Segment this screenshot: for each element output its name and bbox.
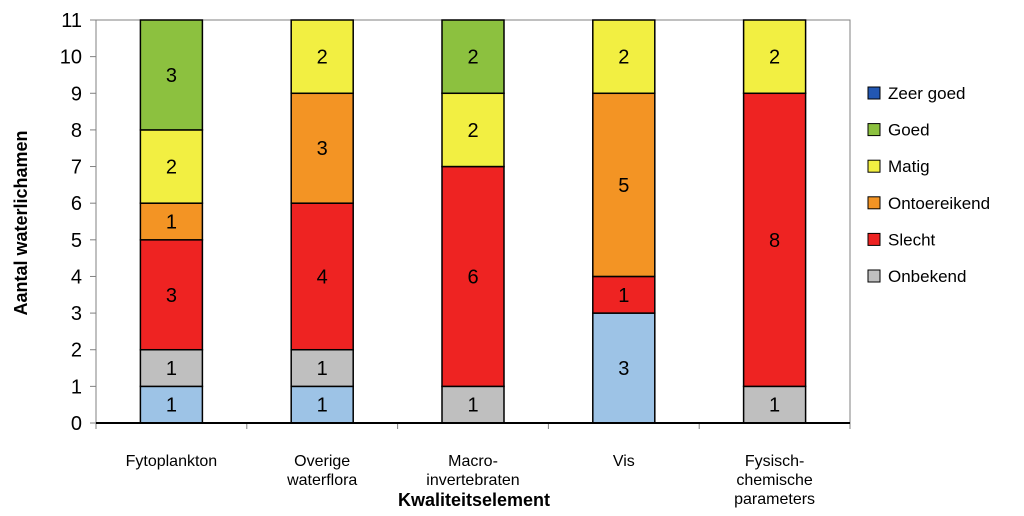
data-label: 2 [618,47,629,69]
data-label: 1 [467,395,478,417]
x-category-label: Fysisch-chemische parameters [734,453,815,508]
bar-segment [592,312,656,424]
data-label: 2 [467,120,478,142]
y-tick-label: 11 [61,10,82,32]
data-label: 4 [317,266,328,288]
data-label: 1 [769,395,780,417]
y-tick-label: 0 [71,413,82,435]
y-axis: 0 1 2 3 4 5 6 7 8 9 10 11 [60,10,96,435]
y-tick-label: 10 [60,47,82,69]
y-tick-label: 9 [71,83,82,105]
legend-swatch [867,86,881,100]
data-label: 5 [618,175,629,197]
legend-label: Matig [888,157,930,176]
legend-label: Zeer goed [888,84,966,103]
data-label: 1 [166,358,177,380]
x-category-label: Vis [613,453,635,470]
bar-segment [742,385,807,424]
data-label: 1 [618,285,629,307]
legend-swatch [867,269,881,283]
bar-segment [290,348,354,388]
data-label: 2 [769,47,780,69]
legend-label: Slecht [888,230,936,249]
y-tick-label: 7 [71,157,82,179]
legend-swatch [867,232,881,246]
data-label: 3 [317,138,328,160]
bar-segment [742,19,807,95]
x-category-label: Macro-invertebraten [426,453,519,489]
bar-segment [441,19,505,95]
legend-label: Goed [888,121,930,140]
data-label: 3 [618,358,629,380]
x-axis: Fytoplankton Overige waterflora Macro-inver… [95,423,851,508]
data-label: 3 [166,285,177,307]
data-label: 1 [317,358,328,380]
data-label: 1 [166,212,177,234]
y-tick-label: 1 [71,376,82,398]
y-axis-title: Aantal waterlichamen [11,130,31,315]
x-category-label: Overige waterflora [286,453,357,489]
legend-swatch [867,123,881,137]
bar-segment [139,202,204,241]
legend-label: Ontoereikend [888,194,990,213]
bars: 1 1 3 1 2 3 1 1 4 3 2 1 6 2 2 3 1 5 2 1 8 2 [96,19,850,424]
bar-segment [441,92,505,168]
bar-segment [290,19,354,95]
bar-segment [290,202,354,351]
y-tick-label: 8 [71,120,82,142]
x-category-label: Fytoplankton [126,453,218,470]
data-label: 1 [317,395,328,417]
bar-segment [441,385,505,424]
bar-segment [139,129,204,204]
x-axis-title: Kwaliteitselement [398,490,550,510]
y-tick-label: 3 [71,303,82,325]
bar-segment [139,19,204,131]
bar-segment [742,92,807,388]
data-label: 2 [467,47,478,69]
data-label: 2 [166,157,177,179]
y-tick-label: 6 [71,193,82,215]
y-tick-label: 5 [71,230,82,252]
data-label: 8 [769,230,780,252]
legend-swatch [867,196,881,210]
bar-segment [592,92,656,278]
data-label: 3 [166,65,177,87]
y-tick-label: 4 [71,266,82,288]
bar-segment [290,92,354,204]
data-label: 1 [166,395,177,417]
bar-segment [290,385,354,424]
bar-segment [441,165,505,388]
y-tick-label: 2 [71,340,82,362]
bar-segment [139,385,204,424]
data-label: 6 [467,266,478,288]
legend-label: Onbekend [888,267,966,286]
legend-swatch [867,159,881,173]
bar-segment [592,19,656,95]
data-label: 2 [317,47,328,69]
legend: Zeer goed Goed Matig Ontoereikend Slecht Onbe… [867,84,990,286]
